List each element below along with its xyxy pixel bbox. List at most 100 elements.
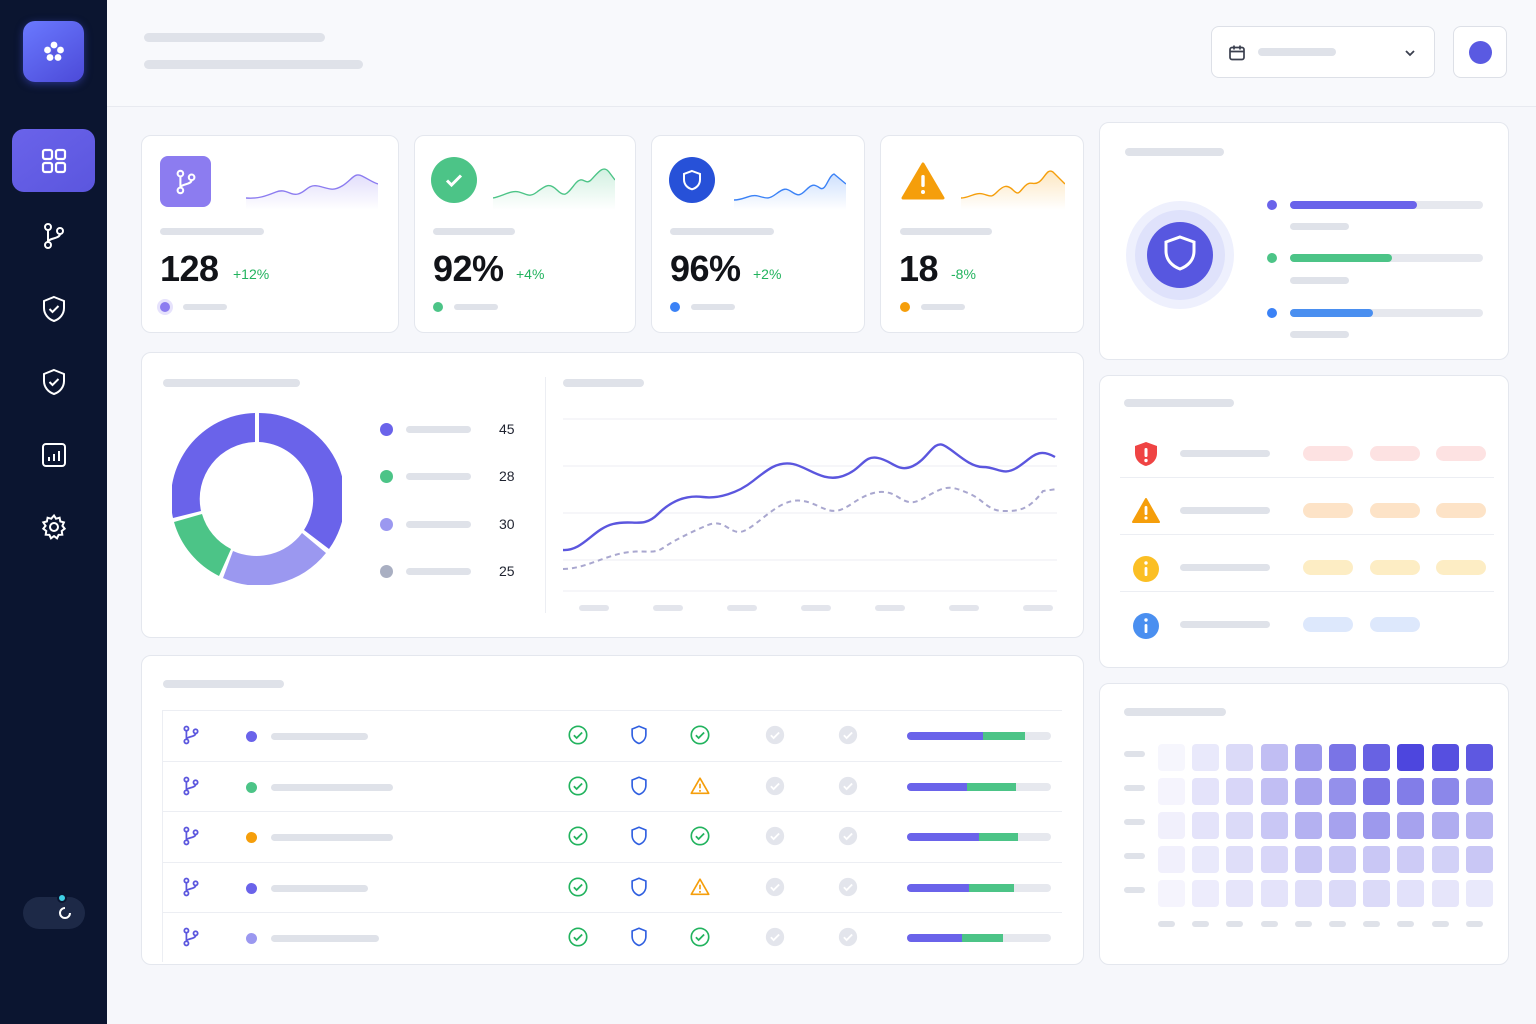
sidebar-item-branches[interactable]	[12, 204, 95, 267]
heatmap-cell[interactable]	[1329, 812, 1356, 839]
git-branch-icon	[180, 724, 204, 748]
heatmap-cell[interactable]	[1192, 812, 1220, 839]
alert-row[interactable]	[1120, 545, 1494, 592]
heatmap-cell[interactable]	[1363, 744, 1391, 771]
heatmap-cell[interactable]	[1431, 778, 1459, 805]
heatmap-cell[interactable]	[1260, 778, 1288, 805]
x-axis-tick	[579, 605, 609, 611]
heatmap-cell[interactable]	[1226, 880, 1254, 907]
sidebar-item-settings[interactable]	[12, 495, 95, 558]
heatmap-cell[interactable]	[1329, 778, 1356, 805]
heatmap-cell[interactable]	[1465, 880, 1493, 907]
user-menu-button[interactable]	[1453, 26, 1507, 78]
heatmap-cell[interactable]	[1260, 846, 1288, 873]
heatmap-cell[interactable]	[1294, 778, 1322, 805]
legend-label-placeholder	[406, 521, 471, 528]
heatmap-cell[interactable]	[1397, 846, 1425, 873]
heatmap-cell[interactable]	[1192, 846, 1220, 873]
heatmap-col-label	[1465, 921, 1483, 927]
alert-pill	[1303, 560, 1353, 575]
progress-bar	[907, 934, 1051, 942]
security-score-card	[1099, 122, 1509, 360]
heatmap-cell[interactable]	[1329, 880, 1356, 907]
legend-label-placeholder	[406, 473, 471, 480]
heatmap-cell[interactable]	[1294, 744, 1322, 771]
shield-icon	[628, 926, 652, 950]
alert-row[interactable]	[1120, 431, 1494, 478]
heatmap-cell[interactable]	[1226, 744, 1254, 771]
heatmap-cell[interactable]	[1465, 744, 1493, 771]
date-range-select[interactable]	[1211, 26, 1435, 78]
series-line-secondary	[563, 486, 1057, 570]
heatmap-cell[interactable]	[1158, 880, 1185, 907]
heatmap-cell[interactable]	[1363, 846, 1391, 873]
heatmap-cell[interactable]	[1294, 880, 1322, 907]
sidebar-item-security[interactable]	[12, 277, 95, 340]
heatmap-cell[interactable]	[1431, 880, 1459, 907]
heatmap-cell[interactable]	[1363, 812, 1391, 839]
heatmap-cell[interactable]	[1431, 744, 1459, 771]
heatmap-cell[interactable]	[1363, 880, 1391, 907]
check-circle-icon	[689, 825, 713, 849]
heatmap-cell[interactable]	[1431, 846, 1459, 873]
heatmap-col-label	[1363, 921, 1381, 927]
heatmap-cell[interactable]	[1260, 880, 1288, 907]
stat-icon-box	[160, 156, 211, 207]
sidebar-item-compliance[interactable]	[12, 350, 95, 413]
alert-label-placeholder	[1180, 621, 1270, 628]
heatmap-cell[interactable]	[1294, 846, 1322, 873]
progress-fill-primary	[907, 934, 962, 942]
heatmap-cell[interactable]	[1363, 778, 1391, 805]
sparkline	[246, 174, 378, 210]
heatmap-cell[interactable]	[1329, 846, 1356, 873]
heatmap-cell[interactable]	[1260, 812, 1288, 839]
heatmap-cell[interactable]	[1260, 744, 1288, 771]
repositories-table-card	[141, 655, 1084, 965]
heatmap-cell[interactable]	[1158, 744, 1185, 771]
alert-row[interactable]	[1120, 488, 1494, 535]
heatmap-cell[interactable]	[1192, 778, 1220, 805]
sidebar-item-reports[interactable]	[12, 423, 95, 486]
table-row[interactable]	[162, 760, 1062, 811]
heatmap-cell[interactable]	[1465, 846, 1493, 873]
heatmap-cell[interactable]	[1397, 744, 1425, 771]
sidebar	[0, 0, 107, 1024]
legend-dot	[670, 302, 680, 312]
shield-alert-icon	[1135, 442, 1157, 466]
card-title-placeholder	[163, 379, 300, 387]
heatmap-cell[interactable]	[1431, 812, 1459, 839]
stat-card-alerts[interactable]: 18 -8%	[880, 135, 1084, 333]
alert-row[interactable]	[1120, 602, 1494, 649]
app-logo[interactable]	[23, 21, 84, 82]
alert-pill	[1370, 617, 1420, 632]
heatmap-cell[interactable]	[1158, 846, 1185, 873]
progress-fill-secondary	[967, 782, 1017, 791]
heatmap-cell[interactable]	[1397, 880, 1425, 907]
heatmap-cell[interactable]	[1294, 812, 1322, 839]
heatmap-cell[interactable]	[1226, 778, 1254, 805]
stat-card-security[interactable]: 96% +2%	[651, 135, 865, 333]
heatmap-row-label	[1124, 819, 1145, 825]
stat-icon-box	[431, 157, 477, 203]
theme-toggle[interactable]	[23, 893, 85, 929]
activity-heatmap-card	[1099, 683, 1509, 965]
heatmap-cell[interactable]	[1397, 778, 1425, 805]
stat-card-branches[interactable]: 128 +12%	[141, 135, 399, 333]
heatmap-cell[interactable]	[1226, 812, 1254, 839]
heatmap-cell[interactable]	[1397, 812, 1425, 839]
heatmap-cell[interactable]	[1158, 778, 1185, 805]
git-branch-icon	[176, 169, 195, 194]
table-row[interactable]	[162, 811, 1062, 861]
heatmap-cell[interactable]	[1192, 744, 1220, 771]
heatmap-cell[interactable]	[1158, 812, 1185, 839]
heatmap-cell[interactable]	[1192, 880, 1220, 907]
table-row[interactable]	[162, 861, 1062, 912]
heatmap-cell[interactable]	[1329, 744, 1356, 771]
heatmap-cell[interactable]	[1465, 812, 1493, 839]
table-row[interactable]	[162, 710, 1062, 760]
heatmap-cell[interactable]	[1465, 778, 1493, 805]
sidebar-item-dashboard[interactable]	[12, 129, 95, 192]
stat-card-checks[interactable]: 92% +4%	[414, 135, 636, 333]
heatmap-cell[interactable]	[1226, 846, 1254, 873]
table-row[interactable]	[162, 912, 1062, 962]
